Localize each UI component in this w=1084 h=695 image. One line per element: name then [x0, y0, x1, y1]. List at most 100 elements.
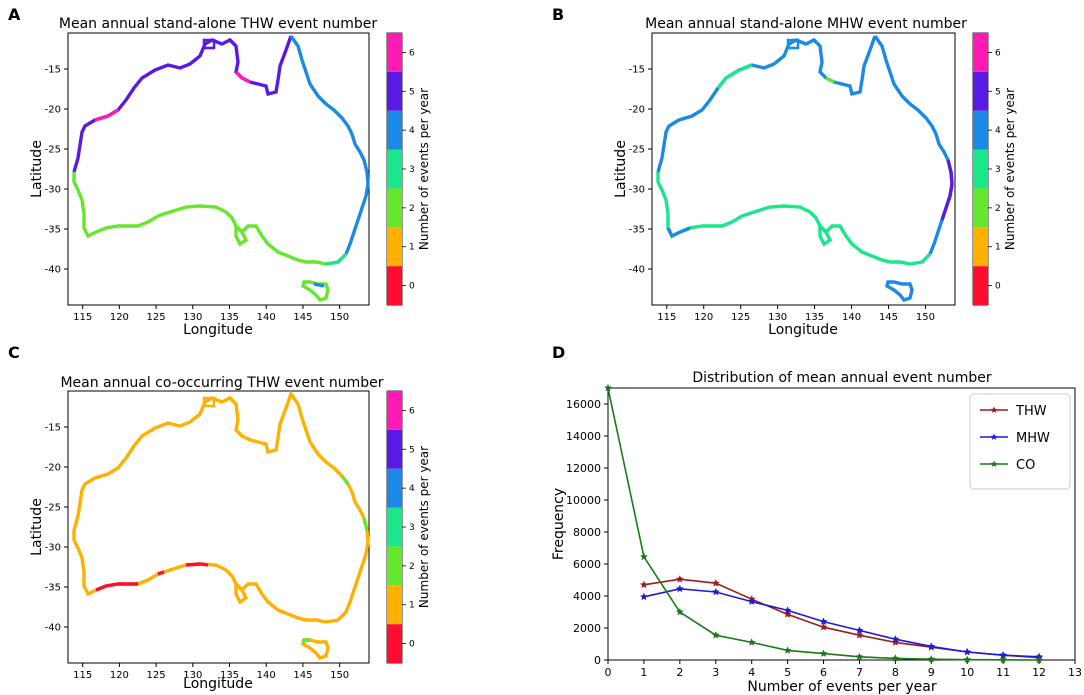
data-point-co	[963, 655, 972, 664]
chart-ylabel: Frequency	[551, 488, 567, 560]
colorbar-b-tick-label: 0	[995, 282, 1001, 292]
panel-a-title: Mean annual stand-alone THW event number	[59, 16, 377, 32]
colorbar-b-tick-label: 6	[995, 48, 1001, 58]
map-b-ticks: 115 120 125 130 135 140 145 150 -15 -20 -25 -30 -35 -…	[629, 65, 935, 324]
chart-x-tick-label: 7	[856, 666, 863, 679]
colorbar-a-segment	[387, 71, 402, 111]
chart-x-tick-label: 13	[1068, 666, 1082, 679]
data-point-co	[927, 654, 936, 663]
colorbar-c-tick-label: 3	[409, 523, 415, 533]
colorbar-b-segment	[973, 188, 988, 228]
data-point-co	[999, 655, 1008, 664]
colorbar-c-tick-label: 0	[409, 640, 415, 650]
map-a-ticks: 115 120 125 130 135 140 145 150 -15 -20 -25 -30 -35 -…	[45, 65, 350, 324]
colorbar-a-tick-label: 2	[409, 204, 415, 214]
panel-a: A Mean annual stand-alone THW event numb…	[8, 5, 431, 338]
colorbar-c-segment	[387, 546, 402, 586]
colorbar-b-tick-label: 4	[995, 126, 1001, 136]
data-point-co	[855, 652, 864, 661]
map-b-lon-tick-label: 145	[879, 312, 898, 323]
colorbar-a-tick-label: 5	[409, 87, 415, 97]
map-c-ticks: 115 120 125 130 135 140 145 150 -15 -20 -25 -30 -35 -…	[45, 423, 350, 682]
colorbar-b-segment	[973, 266, 988, 305]
colorbar-a-tick-label: 3	[409, 165, 415, 175]
map-c-lon-tick-label: 125	[147, 670, 166, 681]
chart-x-tick-label: 2	[676, 666, 683, 679]
chart-y-tick-label: 4000	[573, 590, 601, 603]
chart-x-tick-label: 3	[712, 666, 719, 679]
data-point-co	[639, 552, 648, 561]
chart-x-tick-label: 0	[605, 666, 612, 679]
map-a-lon-tick-label: 130	[183, 312, 202, 323]
colorbar-b-tick-label: 3	[995, 165, 1001, 175]
map-a-ylabel: Latitude	[29, 140, 45, 198]
chart-title: Distribution of mean annual event number	[692, 370, 992, 386]
panel-letter-c: C	[8, 343, 20, 362]
colorbar-c-segment	[387, 391, 402, 430]
legend-label-thw: THW	[1015, 404, 1047, 419]
colorbar-a-label: Number of events per year	[417, 88, 431, 250]
legend-label-co: CO	[1016, 458, 1035, 473]
legend-label-mhw: MHW	[1016, 431, 1050, 446]
data-point-mhw	[927, 642, 936, 650]
data-point-mhw	[711, 587, 720, 596]
data-point-mhw	[963, 647, 972, 656]
data-point-thw	[783, 610, 792, 618]
map-c-lon-tick-label: 130	[183, 670, 202, 681]
chart-x-tick-label: 4	[748, 666, 755, 679]
data-point-mhw	[783, 606, 792, 614]
map-a-lat-tick-label: -25	[45, 145, 61, 156]
map-b-lat-tick-label: -40	[629, 265, 645, 276]
map-c-lon-tick-label: 115	[73, 670, 92, 681]
map-a-lon-tick-label: 115	[73, 312, 92, 323]
map-a-lat-tick-label: -35	[45, 225, 61, 236]
chart-x-tick-label: 9	[928, 666, 935, 679]
map-a-lat-tick-label: -15	[45, 65, 61, 76]
chart-y-tick-label: 14000	[566, 430, 601, 443]
colorbar-a-segment	[387, 110, 402, 150]
map-b-lon-tick-label: 140	[842, 312, 861, 323]
data-point-mhw	[639, 592, 648, 601]
map-c-lat-tick-label: -40	[45, 623, 61, 634]
data-point-mhw	[675, 584, 684, 593]
colorbar-a-segment	[387, 266, 402, 305]
map-b-lon-tick-label: 125	[731, 312, 750, 323]
colorbar-b-label: Number of events per year	[1003, 88, 1017, 250]
data-point-thw	[855, 630, 864, 639]
map-b-lon-tick-label: 120	[694, 312, 713, 323]
colorbar-b-segment	[973, 227, 988, 267]
map-c-lon-tick-label: 135	[220, 670, 239, 681]
map-b-lat-tick-label: -35	[629, 225, 645, 236]
data-point-thw	[711, 578, 720, 587]
colorbar-c-label: Number of events per year	[417, 446, 431, 608]
map-c-lon-tick-label: 140	[257, 670, 276, 681]
map-c-axes-frame	[67, 390, 370, 664]
data-point-co	[675, 607, 684, 616]
map-b-xlabel: Longitude	[768, 322, 838, 338]
chart-x-tick-label: 12	[1032, 666, 1046, 679]
map-c-xlabel: Longitude	[183, 676, 253, 692]
chart-y-ticks: 0 2000 4000 6000 8000 10000 12000 14000 16000	[566, 398, 608, 667]
map-b-lat-tick-label: -30	[629, 185, 645, 196]
data-point-thw	[819, 622, 828, 631]
map-b-lon-tick-label: 130	[768, 312, 787, 323]
map-b-lon-tick-label: 150	[916, 312, 935, 323]
colorbar-c: 0 1 2 3 4 5 6	[387, 391, 415, 663]
colorbar-a: 0 1 2 3 4 5 6	[387, 33, 415, 305]
chart-y-tick-label: 8000	[573, 526, 601, 539]
chart-y-tick-label: 2000	[573, 622, 601, 635]
colorbar-c-tick-label: 1	[409, 601, 415, 611]
data-point-thw	[891, 638, 900, 646]
data-point-mhw	[747, 597, 756, 606]
map-c-lon-tick-label: 145	[293, 670, 312, 681]
map-c-lon-tick-label: 150	[330, 670, 349, 681]
map-b-lat-tick-label: -25	[629, 145, 645, 156]
data-point-co	[603, 383, 613, 392]
map-a-lon-tick-label: 140	[257, 312, 276, 323]
colorbar-c-segment	[387, 585, 402, 625]
data-point-co	[783, 646, 792, 654]
colorbar-c-tick-label: 6	[409, 406, 415, 416]
chart-xlabel: Number of events per year	[747, 679, 936, 695]
panel-b: B Mean annual stand-alone MHW event numb…	[552, 5, 1017, 338]
map-a-lat-tick-label: -30	[45, 185, 61, 196]
